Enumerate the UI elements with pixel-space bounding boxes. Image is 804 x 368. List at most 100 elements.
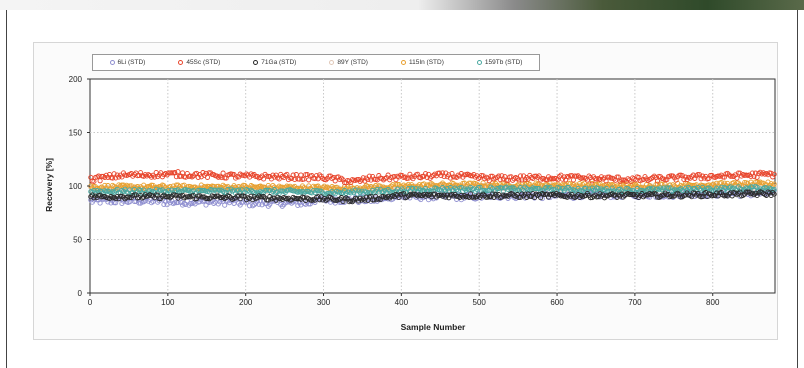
data-point xyxy=(292,176,298,183)
x-tick-label: 100 xyxy=(161,298,175,307)
data-point xyxy=(438,173,444,179)
data-point xyxy=(584,177,590,183)
data-point xyxy=(377,183,383,189)
data-point xyxy=(541,191,547,197)
data-point xyxy=(245,187,251,193)
data-point xyxy=(264,197,270,203)
data-point xyxy=(217,194,223,201)
data-point xyxy=(136,200,142,206)
data-point xyxy=(589,195,595,201)
data-point xyxy=(200,170,206,176)
data-point xyxy=(698,187,704,193)
data-point xyxy=(393,181,399,187)
data-point xyxy=(97,178,103,184)
data-point xyxy=(422,186,429,192)
data-point xyxy=(603,185,609,191)
legend-label: 89Y (STD) xyxy=(337,59,368,66)
data-point xyxy=(644,182,650,188)
data-point xyxy=(516,194,522,200)
data-point xyxy=(284,171,290,177)
data-point xyxy=(402,174,408,180)
data-point xyxy=(312,176,318,182)
legend-item: 115In (STD) xyxy=(400,59,444,66)
data-point xyxy=(356,198,362,204)
data-point xyxy=(387,195,393,201)
data-point xyxy=(340,186,346,192)
data-point xyxy=(617,178,623,185)
data-point xyxy=(239,184,245,190)
data-point xyxy=(337,177,343,183)
data-point xyxy=(385,172,391,178)
x-tick-label: 300 xyxy=(317,298,331,307)
data-point xyxy=(296,176,302,182)
data-point xyxy=(586,186,592,192)
data-point xyxy=(723,185,729,191)
data-point xyxy=(198,194,204,200)
data-point xyxy=(285,177,292,183)
data-point xyxy=(376,173,382,179)
data-point xyxy=(410,191,416,197)
data-point xyxy=(698,176,704,182)
data-point xyxy=(597,176,603,182)
data-point xyxy=(128,171,134,177)
data-point xyxy=(444,192,450,198)
data-point xyxy=(700,184,706,190)
data-point xyxy=(696,172,703,178)
data-point xyxy=(712,193,718,199)
data-point xyxy=(626,192,632,198)
data-point xyxy=(422,193,429,199)
data-point xyxy=(569,173,575,179)
data-point xyxy=(299,188,306,194)
data-point xyxy=(172,200,178,206)
data-point xyxy=(527,193,533,199)
y-tick-label: 0 xyxy=(78,289,83,298)
data-point xyxy=(707,191,713,197)
x-tick-label: 600 xyxy=(550,298,564,307)
data-point xyxy=(608,188,614,194)
data-point xyxy=(323,177,329,183)
legend-item: 89Y (STD) xyxy=(329,59,368,66)
legend-item: 6Li (STD) xyxy=(109,59,145,66)
x-tick-label: 200 xyxy=(239,298,253,307)
data-point xyxy=(720,174,726,180)
data-point xyxy=(306,183,312,189)
data-point xyxy=(413,186,419,192)
legend-marker-icon xyxy=(253,60,259,65)
data-point xyxy=(575,173,581,179)
data-point xyxy=(535,185,541,192)
x-tick-label: 800 xyxy=(706,298,720,307)
data-point xyxy=(435,192,441,198)
axis-layer: 0 100 200 300 400 500 600 700 800 0 50 100 150 200 xyxy=(69,75,720,307)
data-point xyxy=(385,187,391,193)
data-point xyxy=(488,173,494,179)
data-point xyxy=(159,193,165,200)
data-point xyxy=(447,175,453,181)
data-point xyxy=(97,200,103,206)
data-point xyxy=(734,175,740,181)
data-point xyxy=(600,192,606,198)
data-point xyxy=(111,171,117,177)
data-point xyxy=(173,182,179,188)
data-point xyxy=(169,170,175,176)
data-point xyxy=(419,193,425,199)
data-point xyxy=(474,194,480,200)
data-point xyxy=(220,170,226,176)
data-point xyxy=(538,195,544,201)
data-point xyxy=(771,191,777,197)
data-point xyxy=(290,188,296,194)
data-point xyxy=(94,187,100,194)
data-point xyxy=(480,188,486,194)
y-tick-label: 200 xyxy=(69,75,83,84)
data-point xyxy=(547,192,553,198)
data-point xyxy=(533,186,539,192)
data-point xyxy=(450,174,457,180)
legend-marker-icon xyxy=(329,60,335,65)
data-point xyxy=(261,194,267,200)
data-point xyxy=(752,170,759,176)
data-point xyxy=(178,199,184,206)
x-tick-label: 400 xyxy=(395,298,409,307)
data-point xyxy=(209,187,215,193)
top-banner-image xyxy=(0,0,804,10)
data-point xyxy=(728,173,734,179)
data-point xyxy=(483,194,489,200)
